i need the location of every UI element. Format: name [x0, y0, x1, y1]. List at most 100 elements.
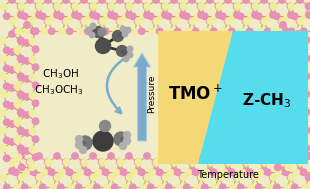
Circle shape — [103, 169, 109, 175]
Polygon shape — [198, 31, 308, 164]
Circle shape — [24, 40, 30, 46]
Circle shape — [24, 76, 30, 82]
Circle shape — [130, 184, 136, 189]
Circle shape — [162, 153, 168, 159]
Circle shape — [291, 13, 298, 19]
Circle shape — [198, 174, 205, 180]
Circle shape — [270, 174, 277, 180]
Circle shape — [234, 3, 241, 9]
Circle shape — [79, 146, 86, 153]
Circle shape — [24, 130, 30, 136]
Circle shape — [198, 153, 204, 159]
Circle shape — [189, 168, 195, 174]
Circle shape — [175, 169, 181, 175]
Circle shape — [157, 28, 163, 34]
Circle shape — [261, 18, 268, 24]
Circle shape — [9, 103, 15, 109]
Circle shape — [225, 18, 232, 24]
Circle shape — [237, 13, 244, 19]
Circle shape — [90, 23, 96, 29]
Circle shape — [288, 136, 295, 143]
Circle shape — [230, 184, 237, 189]
Circle shape — [123, 56, 129, 62]
Circle shape — [278, 159, 285, 165]
Circle shape — [286, 73, 293, 79]
Circle shape — [53, 174, 60, 180]
Circle shape — [90, 3, 97, 9]
Circle shape — [288, 153, 294, 159]
Circle shape — [243, 18, 250, 24]
Circle shape — [167, 28, 174, 34]
Circle shape — [29, 128, 35, 135]
Circle shape — [3, 13, 10, 19]
Circle shape — [76, 13, 82, 19]
Circle shape — [189, 159, 196, 165]
Circle shape — [206, 18, 213, 24]
Circle shape — [290, 155, 296, 161]
Circle shape — [44, 18, 51, 24]
Circle shape — [300, 47, 307, 53]
Circle shape — [29, 74, 35, 81]
Circle shape — [271, 46, 278, 52]
Circle shape — [162, 3, 168, 9]
Circle shape — [280, 22, 286, 28]
Circle shape — [210, 169, 217, 175]
Circle shape — [295, 139, 301, 145]
Circle shape — [197, 3, 204, 9]
Circle shape — [126, 153, 132, 159]
Circle shape — [81, 0, 87, 3]
Circle shape — [270, 12, 276, 18]
Circle shape — [271, 136, 278, 143]
Circle shape — [287, 3, 294, 9]
Circle shape — [207, 168, 213, 174]
Circle shape — [54, 3, 61, 9]
Circle shape — [275, 169, 281, 175]
Circle shape — [0, 127, 7, 133]
Circle shape — [271, 118, 278, 124]
Circle shape — [197, 174, 204, 180]
Circle shape — [9, 85, 15, 91]
Circle shape — [29, 56, 35, 63]
Circle shape — [224, 18, 231, 24]
Circle shape — [158, 13, 165, 19]
Circle shape — [264, 28, 271, 34]
Circle shape — [143, 3, 150, 9]
Circle shape — [306, 12, 310, 18]
Circle shape — [300, 155, 307, 161]
Circle shape — [271, 100, 278, 106]
Circle shape — [149, 169, 156, 175]
Circle shape — [207, 159, 214, 165]
Circle shape — [9, 121, 15, 127]
Circle shape — [30, 169, 37, 175]
Circle shape — [24, 94, 30, 100]
Circle shape — [17, 127, 24, 133]
Circle shape — [29, 92, 35, 98]
Circle shape — [246, 28, 253, 34]
Circle shape — [127, 52, 133, 58]
Circle shape — [127, 46, 133, 52]
Circle shape — [153, 159, 160, 165]
Circle shape — [18, 3, 24, 9]
Circle shape — [108, 12, 114, 18]
Circle shape — [171, 0, 177, 3]
Circle shape — [12, 28, 19, 34]
Circle shape — [152, 159, 159, 165]
Circle shape — [297, 159, 303, 165]
Circle shape — [219, 184, 226, 189]
Circle shape — [286, 37, 293, 43]
Circle shape — [293, 169, 299, 175]
Circle shape — [171, 18, 178, 24]
Circle shape — [92, 26, 104, 37]
Circle shape — [3, 65, 10, 71]
Circle shape — [58, 13, 64, 19]
Circle shape — [14, 65, 20, 71]
Circle shape — [98, 28, 106, 36]
Circle shape — [251, 174, 258, 180]
Circle shape — [45, 168, 51, 174]
Circle shape — [131, 169, 138, 175]
Circle shape — [18, 174, 24, 180]
Circle shape — [24, 58, 30, 64]
Circle shape — [32, 64, 39, 70]
Circle shape — [107, 3, 114, 9]
Circle shape — [306, 153, 310, 159]
